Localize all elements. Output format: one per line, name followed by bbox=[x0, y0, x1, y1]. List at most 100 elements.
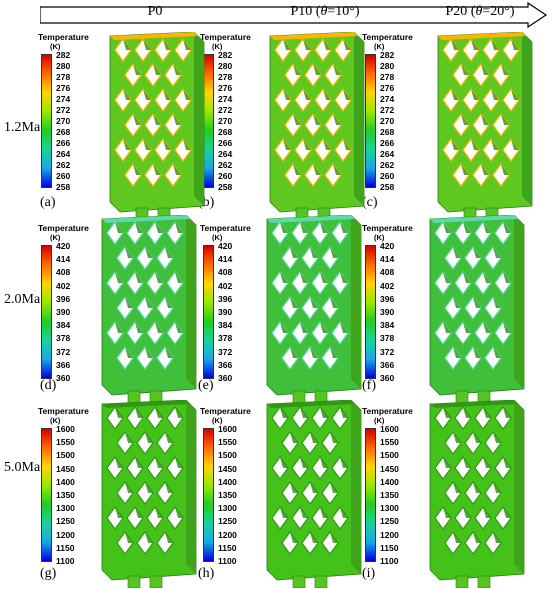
panel-letter-g: (g) bbox=[40, 566, 57, 581]
legend-tick-label: 414 bbox=[56, 254, 71, 265]
legend-tick-label: 1400 bbox=[56, 476, 75, 487]
legend-tick-label: 264 bbox=[56, 149, 71, 159]
legend-title: Temperature bbox=[200, 32, 251, 42]
legend-unit: (K) bbox=[374, 416, 385, 425]
lattice-render-g bbox=[101, 400, 197, 588]
legend-tick-label: 1250 bbox=[380, 516, 399, 527]
colorbar bbox=[365, 428, 376, 562]
legend-tick-label: 272 bbox=[218, 105, 233, 115]
legend-tick-label: 420 bbox=[218, 241, 233, 251]
legend-tick-label: 378 bbox=[218, 333, 233, 344]
legend-tick-label: 278 bbox=[218, 72, 233, 82]
legend-tick-label: 1250 bbox=[218, 516, 237, 527]
legend-tick-label: 414 bbox=[380, 254, 395, 265]
legend-tick-label: 282 bbox=[56, 50, 71, 60]
legend-title: Temperature bbox=[200, 223, 251, 233]
colorbar bbox=[365, 54, 376, 188]
legend-tick-label: 280 bbox=[218, 61, 233, 71]
legend-tick-label: 258 bbox=[56, 182, 71, 192]
legend-tick-label: 278 bbox=[380, 72, 395, 82]
legend-tick-label: 408 bbox=[56, 267, 71, 278]
legend-tick-label: 280 bbox=[56, 61, 71, 71]
legend-tick-label: 360 bbox=[218, 373, 233, 383]
legend-tick-label: 1350 bbox=[380, 490, 399, 500]
legend-tick-label: 272 bbox=[380, 105, 395, 115]
legend-tick-label: 268 bbox=[380, 127, 395, 137]
legend-title: Temperature bbox=[38, 223, 89, 233]
legend-title: Temperature bbox=[362, 406, 413, 416]
legend-tick-label: 396 bbox=[56, 293, 71, 304]
panel-letter-f: (f) bbox=[362, 378, 376, 393]
legend-tick-label: 270 bbox=[56, 116, 71, 126]
legend-tick-label: 390 bbox=[218, 307, 233, 317]
panel-letter-h: (h) bbox=[198, 566, 215, 581]
legend-tick-label: 408 bbox=[218, 267, 233, 278]
legend-tick-label: 266 bbox=[56, 138, 71, 148]
legend-tick-label: 266 bbox=[380, 138, 395, 148]
legend-tick-label: 390 bbox=[380, 307, 395, 317]
colorbar bbox=[41, 54, 52, 188]
legend-unit: (K) bbox=[374, 233, 385, 242]
legend-tick-label: 402 bbox=[56, 280, 71, 291]
legend-tick-label: 1450 bbox=[380, 463, 399, 474]
legend-tick-label: 1550 bbox=[218, 437, 237, 448]
legend-tick-label: 260 bbox=[218, 171, 233, 181]
panel-letter-d: (d) bbox=[40, 378, 57, 393]
colorbar bbox=[41, 245, 52, 379]
column-header-p0: P0 bbox=[147, 4, 163, 19]
legend-tick-label: 408 bbox=[380, 267, 395, 278]
legend-tick-label: 1600 bbox=[380, 424, 399, 434]
legend-tick-label: 1450 bbox=[56, 463, 75, 474]
legend-tick-label: 1500 bbox=[218, 450, 237, 461]
legend-tick-label: 272 bbox=[56, 105, 71, 115]
legend-tick-label: 276 bbox=[380, 83, 395, 93]
temperature-legend-c: Temperature (K) 282 280 278 276 274 272 270 268 26… bbox=[362, 32, 422, 192]
colorbar bbox=[365, 245, 376, 379]
temperature-legend-d: Temperature (K) 420 414 408 402 396 390 384 378 37… bbox=[38, 223, 98, 383]
colorbar bbox=[203, 245, 214, 379]
legend-tick-label: 262 bbox=[218, 160, 233, 170]
legend-title: Temperature bbox=[38, 32, 89, 42]
panel-letter-a: (a) bbox=[40, 195, 56, 210]
temperature-legend-b: Temperature (K) 282 280 278 276 274 272 270 268 26… bbox=[200, 32, 260, 192]
legend-tick-label: 262 bbox=[56, 160, 71, 170]
legend-tick-label: 268 bbox=[56, 127, 71, 137]
lattice-render-c bbox=[437, 32, 533, 220]
colorbar bbox=[203, 428, 214, 562]
legend-tick-label: 264 bbox=[380, 149, 395, 159]
legend-tick-label: 1550 bbox=[380, 437, 399, 448]
legend-tick-label: 1250 bbox=[56, 516, 75, 527]
legend-tick-label: 1150 bbox=[380, 542, 399, 553]
legend-unit: (K) bbox=[50, 42, 61, 51]
legend-tick-label: 1600 bbox=[56, 424, 75, 434]
legend-tick-label: 276 bbox=[218, 83, 233, 93]
legend-tick-label: 1300 bbox=[218, 503, 237, 514]
temperature-legend-i: Temperature (K) 1600 1550 1500 1450 1400 1350 13… bbox=[362, 406, 422, 566]
legend-tick-label: 384 bbox=[380, 320, 395, 331]
legend-tick-label: 372 bbox=[380, 346, 395, 357]
legend-tick-label: 274 bbox=[380, 94, 395, 104]
lattice-render-i bbox=[429, 400, 525, 588]
legend-unit: (K) bbox=[212, 42, 223, 51]
legend-tick-label: 1200 bbox=[380, 529, 399, 540]
legend-tick-label: 274 bbox=[56, 94, 71, 104]
legend-tick-label: 414 bbox=[218, 254, 233, 265]
legend-tick-label: 1150 bbox=[218, 542, 237, 553]
lattice-render-f bbox=[429, 215, 525, 403]
legend-unit: (K) bbox=[212, 233, 223, 242]
legend-tick-label: 280 bbox=[380, 61, 395, 71]
legend-tick-label: 1500 bbox=[56, 450, 75, 461]
colorbar bbox=[41, 428, 52, 562]
legend-tick-label: 258 bbox=[380, 182, 395, 192]
legend-tick-label: 372 bbox=[56, 346, 71, 357]
legend-tick-label: 420 bbox=[380, 241, 395, 251]
legend-tick-label: 1100 bbox=[56, 556, 75, 566]
header-arrow bbox=[40, 2, 548, 28]
legend-tick-label: 1500 bbox=[380, 450, 399, 461]
legend-tick-label: 372 bbox=[218, 346, 233, 357]
column-header-p20: P20 (θ=20°) bbox=[445, 4, 515, 19]
legend-tick-label: 1400 bbox=[380, 476, 399, 487]
legend-title: Temperature bbox=[362, 32, 413, 42]
legend-tick-label: 384 bbox=[218, 320, 233, 331]
legend-tick-label: 360 bbox=[56, 373, 71, 383]
